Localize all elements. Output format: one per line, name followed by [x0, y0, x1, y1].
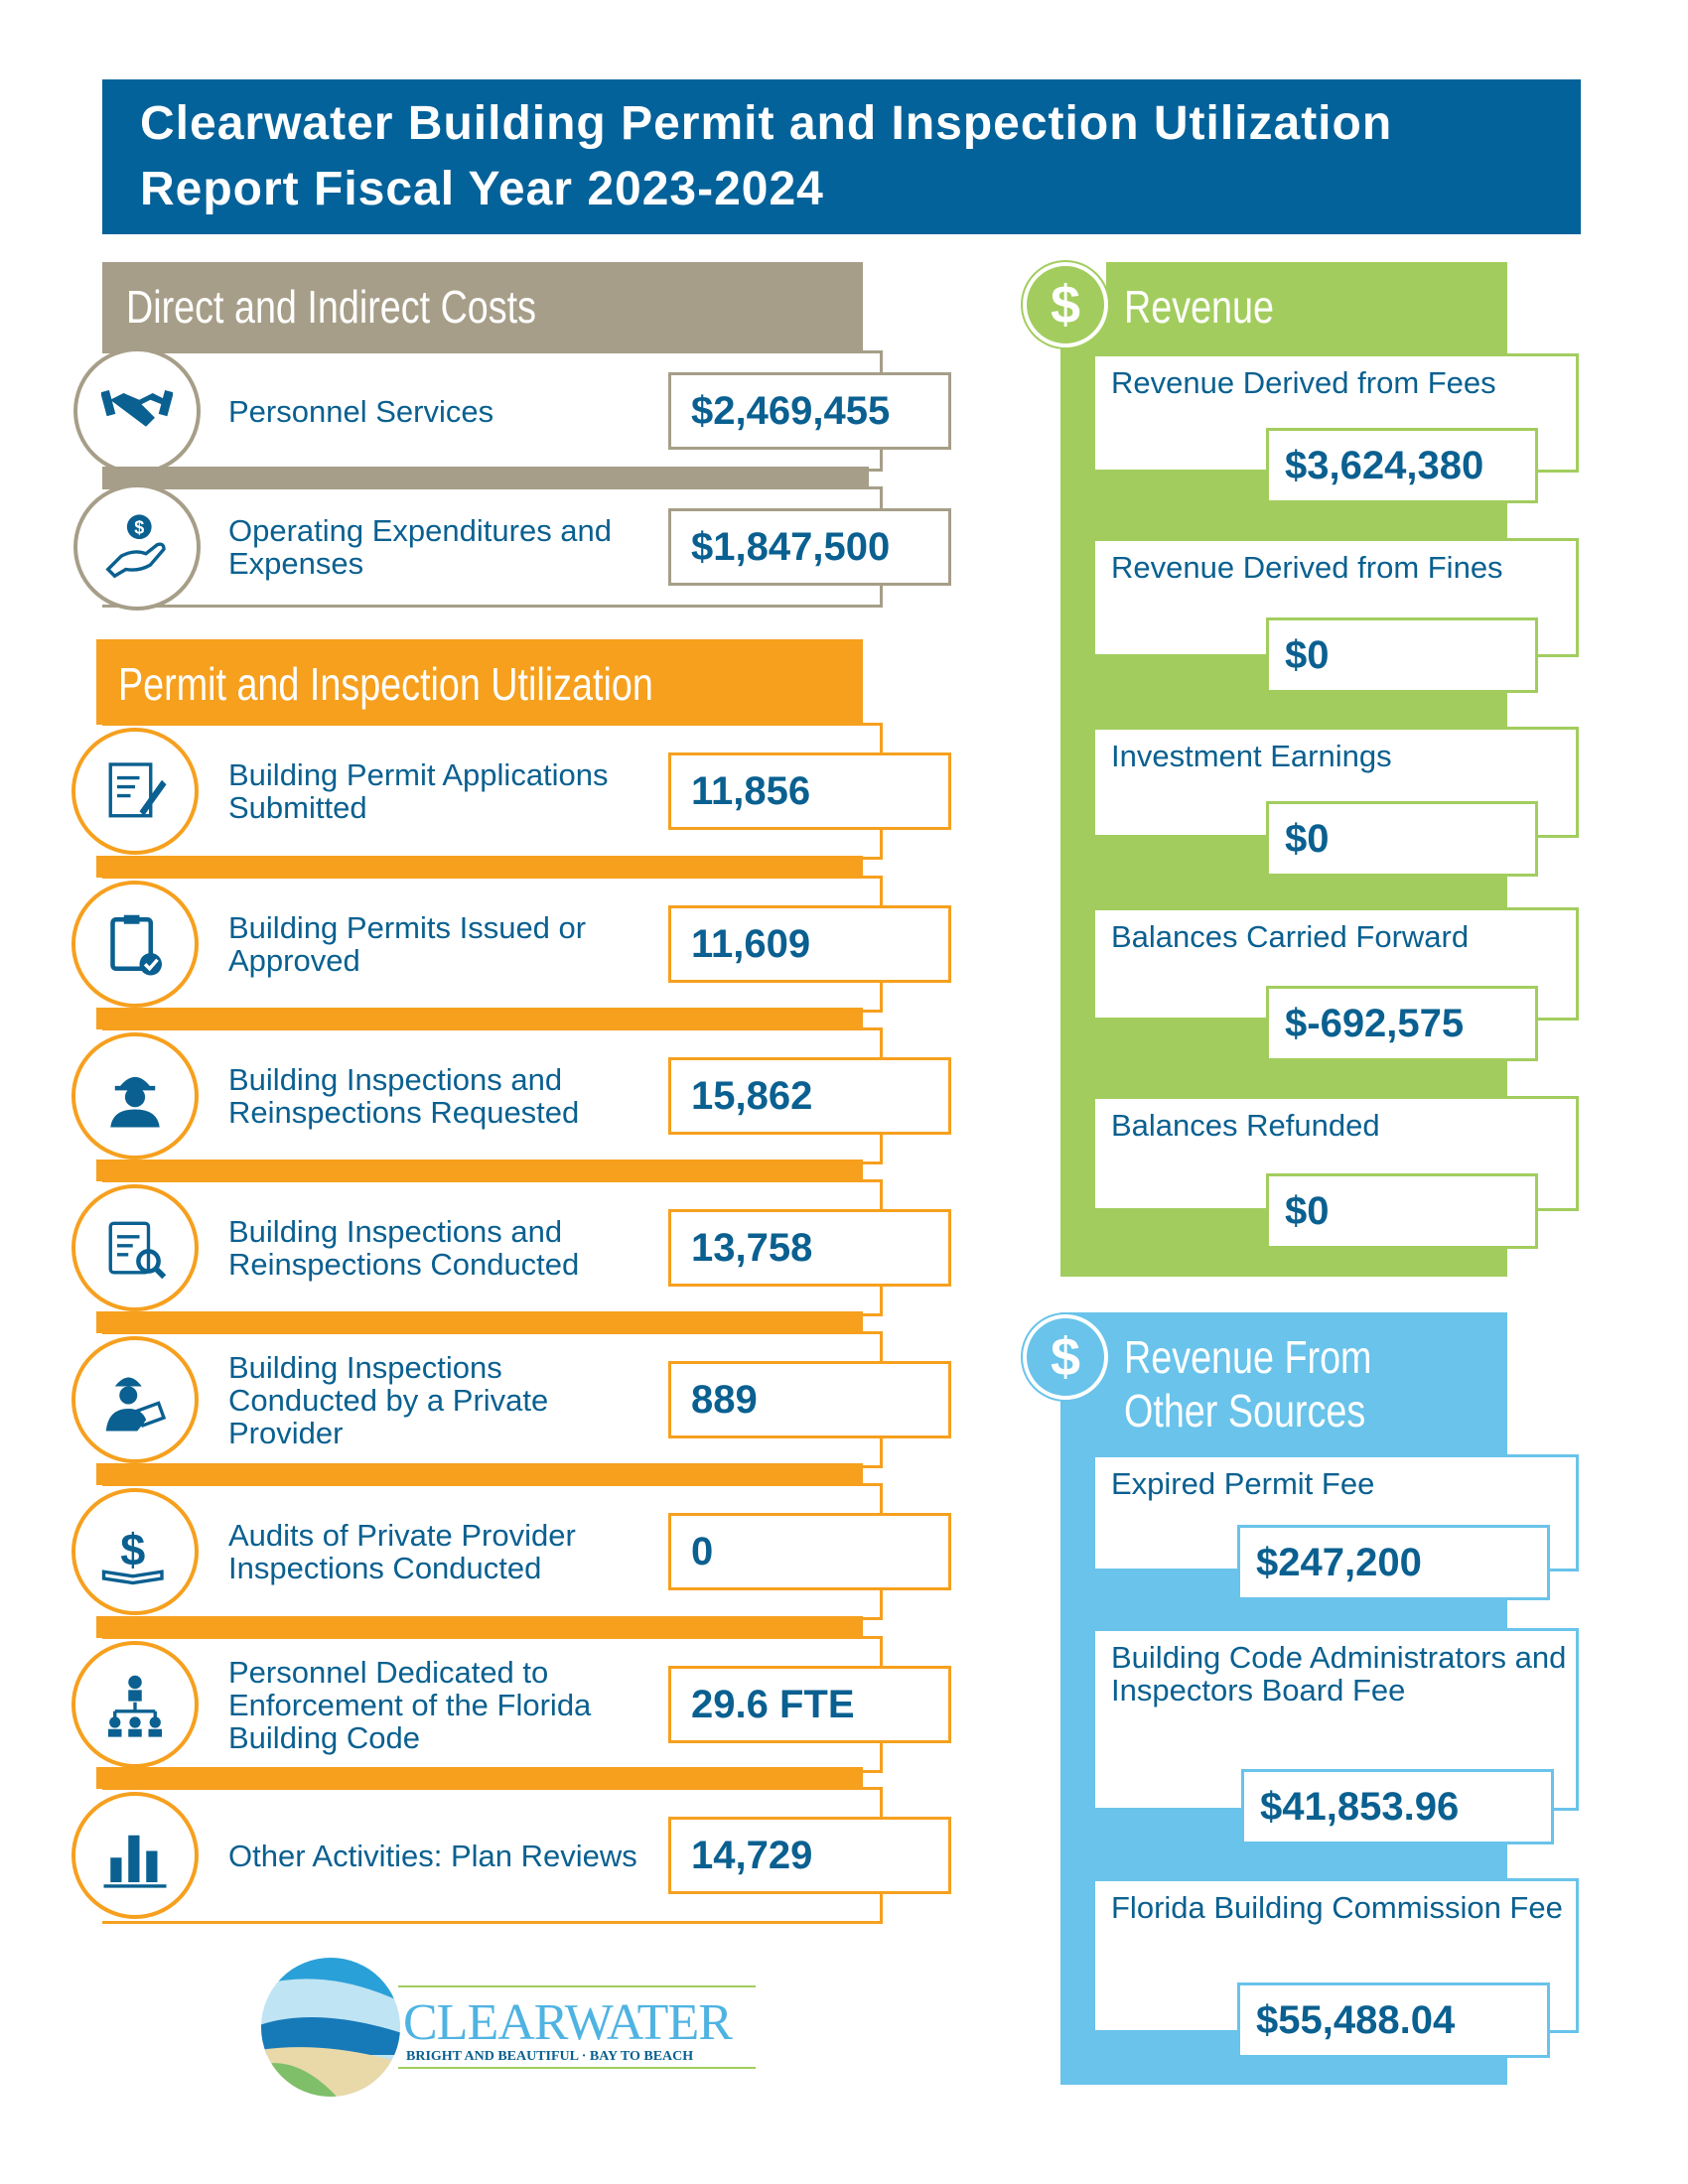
revenue-card-label: Investment Earnings [1111, 739, 1392, 773]
costs-row-icon-circle: $ [73, 483, 201, 611]
costs-row-label: Personnel Services [228, 393, 494, 429]
clipboard-check-icon [99, 908, 171, 980]
permit-row-label: Building Inspections and Reinspections C… [228, 1214, 580, 1282]
permit-row-label: Building Permits Issued or Approved [228, 910, 587, 978]
costs-heading-bar: Direct and Indirect Costs [102, 262, 863, 351]
permit-row-value: 13,758 [668, 1209, 951, 1287]
worker-tablet-icon [99, 1364, 171, 1435]
clipboard-magnifier-icon [99, 1212, 171, 1284]
costs-heading: Direct and Indirect Costs [126, 281, 536, 333]
other-heading-line2: Other Sources [1124, 1385, 1366, 1436]
permit-row-label: Building Inspections and Reinspections R… [228, 1062, 580, 1130]
costs-row-label: Operating Expenditures and Expenses [228, 513, 613, 581]
permit-row-label: Other Activities: Plan Reviews [228, 1838, 637, 1873]
revenue-card-value: $3,624,380 [1266, 428, 1538, 503]
permit-row-icon-circle [71, 1641, 199, 1768]
row-divider [96, 1463, 863, 1485]
clearwater-logo: CLEARWATER BRIGHT AND BEAUTIFUL · BAY TO… [259, 1956, 756, 2099]
row-divider [96, 1160, 863, 1181]
logo-wordmark: CLEARWATER [403, 1994, 733, 2051]
permit-row-value: 889 [668, 1361, 951, 1438]
row-divider [102, 467, 869, 488]
revenue-card-value: $0 [1266, 801, 1538, 877]
costs-row [102, 486, 883, 608]
revenue-card-label: Revenue Derived from Fines [1111, 550, 1503, 585]
permit-row-value: 15,862 [668, 1057, 951, 1135]
application-pencil-icon [99, 755, 171, 827]
row-divider [96, 1767, 863, 1789]
permit-row-icon-circle [71, 1792, 199, 1919]
permit-row-icon-circle [71, 881, 199, 1008]
org-people-icon [99, 1669, 171, 1740]
permit-row-value: 11,609 [668, 905, 951, 983]
permit-row-value: 29.6 FTE [668, 1666, 951, 1743]
logo-wave-emblem-icon [261, 1958, 400, 2097]
row-divider [96, 1008, 863, 1029]
permit-row-icon-circle [71, 1336, 199, 1463]
revenue-card-label: Balances Carried Forward [1111, 919, 1470, 954]
report-title-banner: Clearwater Building Permit and Inspectio… [102, 79, 1581, 234]
permit-row-icon-circle [71, 1032, 199, 1160]
permit-row-label: Personnel Dedicated to Enforcement of th… [228, 1654, 592, 1755]
costs-row-value: $2,469,455 [668, 372, 951, 450]
other-card-value: $55,488.04 [1237, 1982, 1550, 2058]
logo-tagline: BRIGHT AND BEAUTIFUL · BAY TO BEACH [406, 2049, 694, 2064]
revenue-card-value: $0 [1266, 617, 1538, 693]
report-title: Clearwater Building Permit and Inspectio… [140, 97, 1393, 215]
other-card-value: $41,853.96 [1241, 1769, 1554, 1844]
bar-chart-icon [99, 1820, 171, 1891]
revenue-heading: Revenue [1124, 281, 1274, 333]
row-divider [96, 1311, 863, 1333]
costs-row-value: $1,847,500 [668, 508, 951, 586]
costs-row-icon-circle [73, 347, 201, 475]
permit-row-value: 11,856 [668, 752, 951, 830]
revenue-card-value: $0 [1266, 1173, 1538, 1249]
row-divider [96, 1616, 863, 1638]
permit-heading: Permit and Inspection Utilization [118, 658, 653, 710]
other-card-label: Florida Building Commission Fee [1111, 1890, 1563, 1925]
permit-row-icon-circle [71, 1184, 199, 1311]
permit-heading-bar: Permit and Inspection Utilization [96, 639, 863, 725]
revenue-card-label: Balances Refunded [1111, 1108, 1380, 1143]
other-card-value: $247,200 [1237, 1525, 1550, 1600]
revenue-dollar-icon: $ [1023, 262, 1108, 347]
permit-row-icon-circle: $ [71, 1488, 199, 1615]
permit-row-icon-circle [71, 728, 199, 855]
permit-row-label: Audits of Private Provider Inspections C… [228, 1518, 576, 1585]
svg-text:$: $ [120, 1525, 145, 1575]
other-card-label: Building Code Administrators and Inspect… [1111, 1640, 1567, 1707]
permit-row-label: Building Permit Applications Submitted [228, 757, 609, 825]
handshake-icon [101, 375, 173, 447]
inspector-hardhat-icon [99, 1060, 171, 1132]
svg-text:$: $ [134, 518, 144, 538]
permit-row-value: 14,729 [668, 1817, 951, 1894]
permit-row-value: 0 [668, 1513, 951, 1590]
other-heading-line1: Revenue From [1124, 1331, 1372, 1383]
other-card-label: Expired Permit Fee [1111, 1466, 1375, 1501]
revenue-card-value: $-692,575 [1266, 986, 1538, 1061]
book-dollar-icon: $ [99, 1516, 171, 1587]
other-revenue-dollar-icon: $ [1023, 1314, 1108, 1400]
hand-coin-icon: $ [101, 511, 173, 583]
permit-row-label: Building Inspections Conducted by a Priv… [228, 1349, 549, 1450]
row-divider [96, 856, 863, 878]
revenue-card-label: Revenue Derived from Fees [1111, 365, 1496, 400]
